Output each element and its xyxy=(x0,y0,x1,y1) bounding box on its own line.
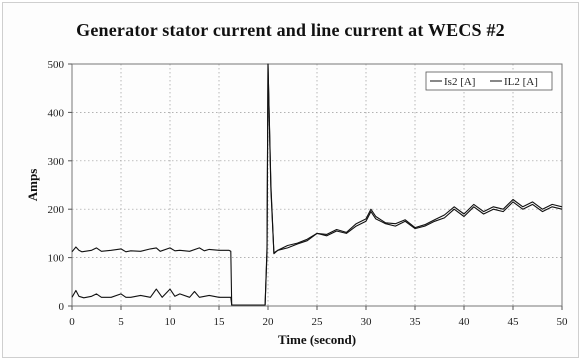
x-tick-label: 35 xyxy=(410,316,422,328)
x-tick-label: 10 xyxy=(165,316,177,328)
y-axis-title: Amps xyxy=(25,169,40,202)
x-tick-label: 30 xyxy=(361,316,373,328)
series-line-il2 xyxy=(71,63,563,306)
legend-label-il2: IL2 [A] xyxy=(504,76,538,88)
y-tick-label: 100 xyxy=(48,253,65,265)
x-tick-label: 5 xyxy=(118,316,124,328)
y-tick-label: 400 xyxy=(48,107,65,119)
x-tick-label: 15 xyxy=(214,316,226,328)
legend-box xyxy=(425,71,553,91)
x-tick-label: 45 xyxy=(508,316,520,328)
chart-title: Generator stator current and line curren… xyxy=(76,20,505,40)
y-tick-label: 0 xyxy=(59,301,65,313)
x-tick-label: 25 xyxy=(312,316,324,328)
y-tick-label: 200 xyxy=(48,204,65,216)
legend-label-is2: Is2 [A] xyxy=(444,76,475,88)
y-tick-label: 500 xyxy=(48,59,65,71)
x-axis-title: Time (second) xyxy=(278,332,356,347)
x-tick-label: 20 xyxy=(263,316,275,328)
legend: Is2 [A] IL2 [A] xyxy=(425,71,553,91)
x-tick-label: 40 xyxy=(459,316,471,328)
grid-layer xyxy=(72,64,562,306)
series-layer xyxy=(71,63,563,306)
y-tick-label: 300 xyxy=(48,156,65,168)
x-tick-label: 50 xyxy=(557,316,569,328)
x-tick-label: 0 xyxy=(69,316,75,328)
